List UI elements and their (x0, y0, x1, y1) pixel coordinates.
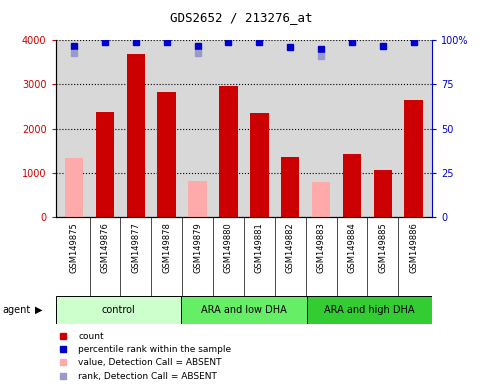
Bar (404, 100, 423, 217)
Text: ARA and low DHA: ARA and low DHA (201, 305, 287, 315)
Bar (374, 170, 392, 217)
Bar (181, 296, 307, 324)
Text: GSM149880: GSM149880 (224, 222, 233, 273)
Bar (56, 296, 181, 324)
Bar (188, 181, 207, 217)
Bar (157, 93, 176, 217)
Bar (281, 157, 299, 217)
Bar (250, 113, 269, 217)
Bar (307, 296, 432, 324)
Bar (127, 55, 145, 217)
Bar (219, 86, 238, 217)
Text: GSM149885: GSM149885 (378, 222, 387, 273)
Text: ARA and high DHA: ARA and high DHA (324, 305, 415, 315)
Text: GSM149881: GSM149881 (255, 222, 264, 273)
Text: value, Detection Call = ABSENT: value, Detection Call = ABSENT (78, 358, 222, 366)
Text: ▶: ▶ (35, 305, 43, 315)
Bar (312, 182, 330, 217)
Bar (65, 158, 84, 217)
Bar (343, 154, 361, 217)
Text: GSM149875: GSM149875 (70, 222, 79, 273)
Text: agent: agent (2, 305, 30, 315)
Text: GSM149879: GSM149879 (193, 222, 202, 273)
Text: GSM149876: GSM149876 (100, 222, 110, 273)
Text: count: count (78, 332, 104, 341)
Text: GSM149886: GSM149886 (409, 222, 418, 273)
Bar (96, 112, 114, 217)
Text: GDS2652 / 213276_at: GDS2652 / 213276_at (170, 12, 313, 25)
Text: rank, Detection Call = ABSENT: rank, Detection Call = ABSENT (78, 371, 217, 381)
Text: GSM149883: GSM149883 (317, 222, 326, 273)
Text: GSM149882: GSM149882 (286, 222, 295, 273)
Text: GSM149884: GSM149884 (347, 222, 356, 273)
Text: percentile rank within the sample: percentile rank within the sample (78, 344, 231, 354)
Text: GSM149878: GSM149878 (162, 222, 171, 273)
Text: GSM149877: GSM149877 (131, 222, 141, 273)
Text: control: control (101, 305, 135, 315)
